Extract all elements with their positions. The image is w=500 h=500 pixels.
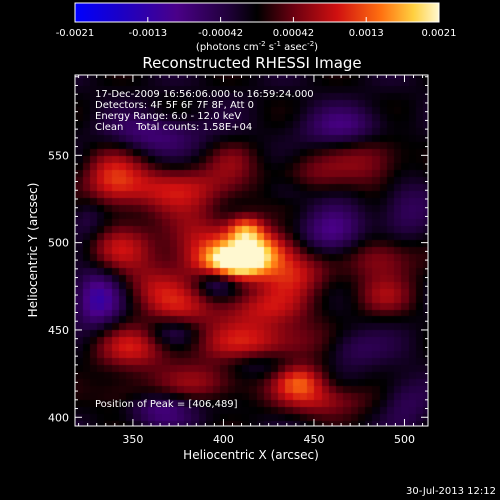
x-tick-label: 500 xyxy=(394,433,415,446)
annotations: 17-Dec-2009 16:56:06.000 to 16:59:24.000… xyxy=(95,89,314,410)
x-axis-label: Heliocentric X (arcsec) xyxy=(183,448,319,462)
colorbar-gradient xyxy=(74,2,440,23)
annotation-clean: Clean Total counts: 1.58E+04 xyxy=(95,122,252,133)
y-tick-label: 500 xyxy=(48,237,69,250)
image-area xyxy=(74,74,429,427)
y-tick-label: 450 xyxy=(48,324,69,337)
colorbar-tick-label: -0.00042 xyxy=(198,28,243,39)
annotation-energy: Energy Range: 6.0 - 12.0 keV xyxy=(95,111,241,122)
chart-title: Reconstructed RHESSI Image xyxy=(142,54,361,72)
footer-date: 30-Jul-2013 12:12 xyxy=(406,486,496,497)
y-tick-label: 550 xyxy=(48,149,69,162)
x-tick-label: 400 xyxy=(213,433,234,446)
colorbar-tick-label: -0.0013 xyxy=(128,28,167,39)
colorbar: -0.0021 -0.0013 -0.00042 0.00042 0.0013 0.002… xyxy=(56,2,457,53)
heatmap-canvas xyxy=(75,75,428,426)
colorbar-tick-label: 0.0021 xyxy=(422,28,457,39)
y-axis-label: Heliocentric Y (arcsec) xyxy=(26,183,40,318)
annotation-peak: Position of Peak = [406,489] xyxy=(95,399,238,410)
x-tick-label: 450 xyxy=(303,433,324,446)
colorbar-ticks: -0.0021 -0.0013 -0.00042 0.00042 0.0013 0.002… xyxy=(56,17,457,39)
x-tick-label: 350 xyxy=(122,433,143,446)
colorbar-units-label: (photons cm-2 s-1 asec-2) xyxy=(196,40,318,53)
annotation-time: 17-Dec-2009 16:56:06.000 to 16:59:24.000 xyxy=(95,89,314,100)
y-tick-label: 400 xyxy=(48,411,69,424)
axis-ticks: 350 400 450 500 400 450 500 550 xyxy=(48,75,428,446)
plot-frame xyxy=(74,74,429,427)
annotation-detectors: Detectors: 4F 5F 6F 7F 8F, Att 0 xyxy=(95,100,254,111)
colorbar-tick-label: 0.00042 xyxy=(273,28,314,39)
colorbar-tick-label: -0.0021 xyxy=(56,28,95,39)
colorbar-tick-label: 0.0013 xyxy=(349,28,384,39)
